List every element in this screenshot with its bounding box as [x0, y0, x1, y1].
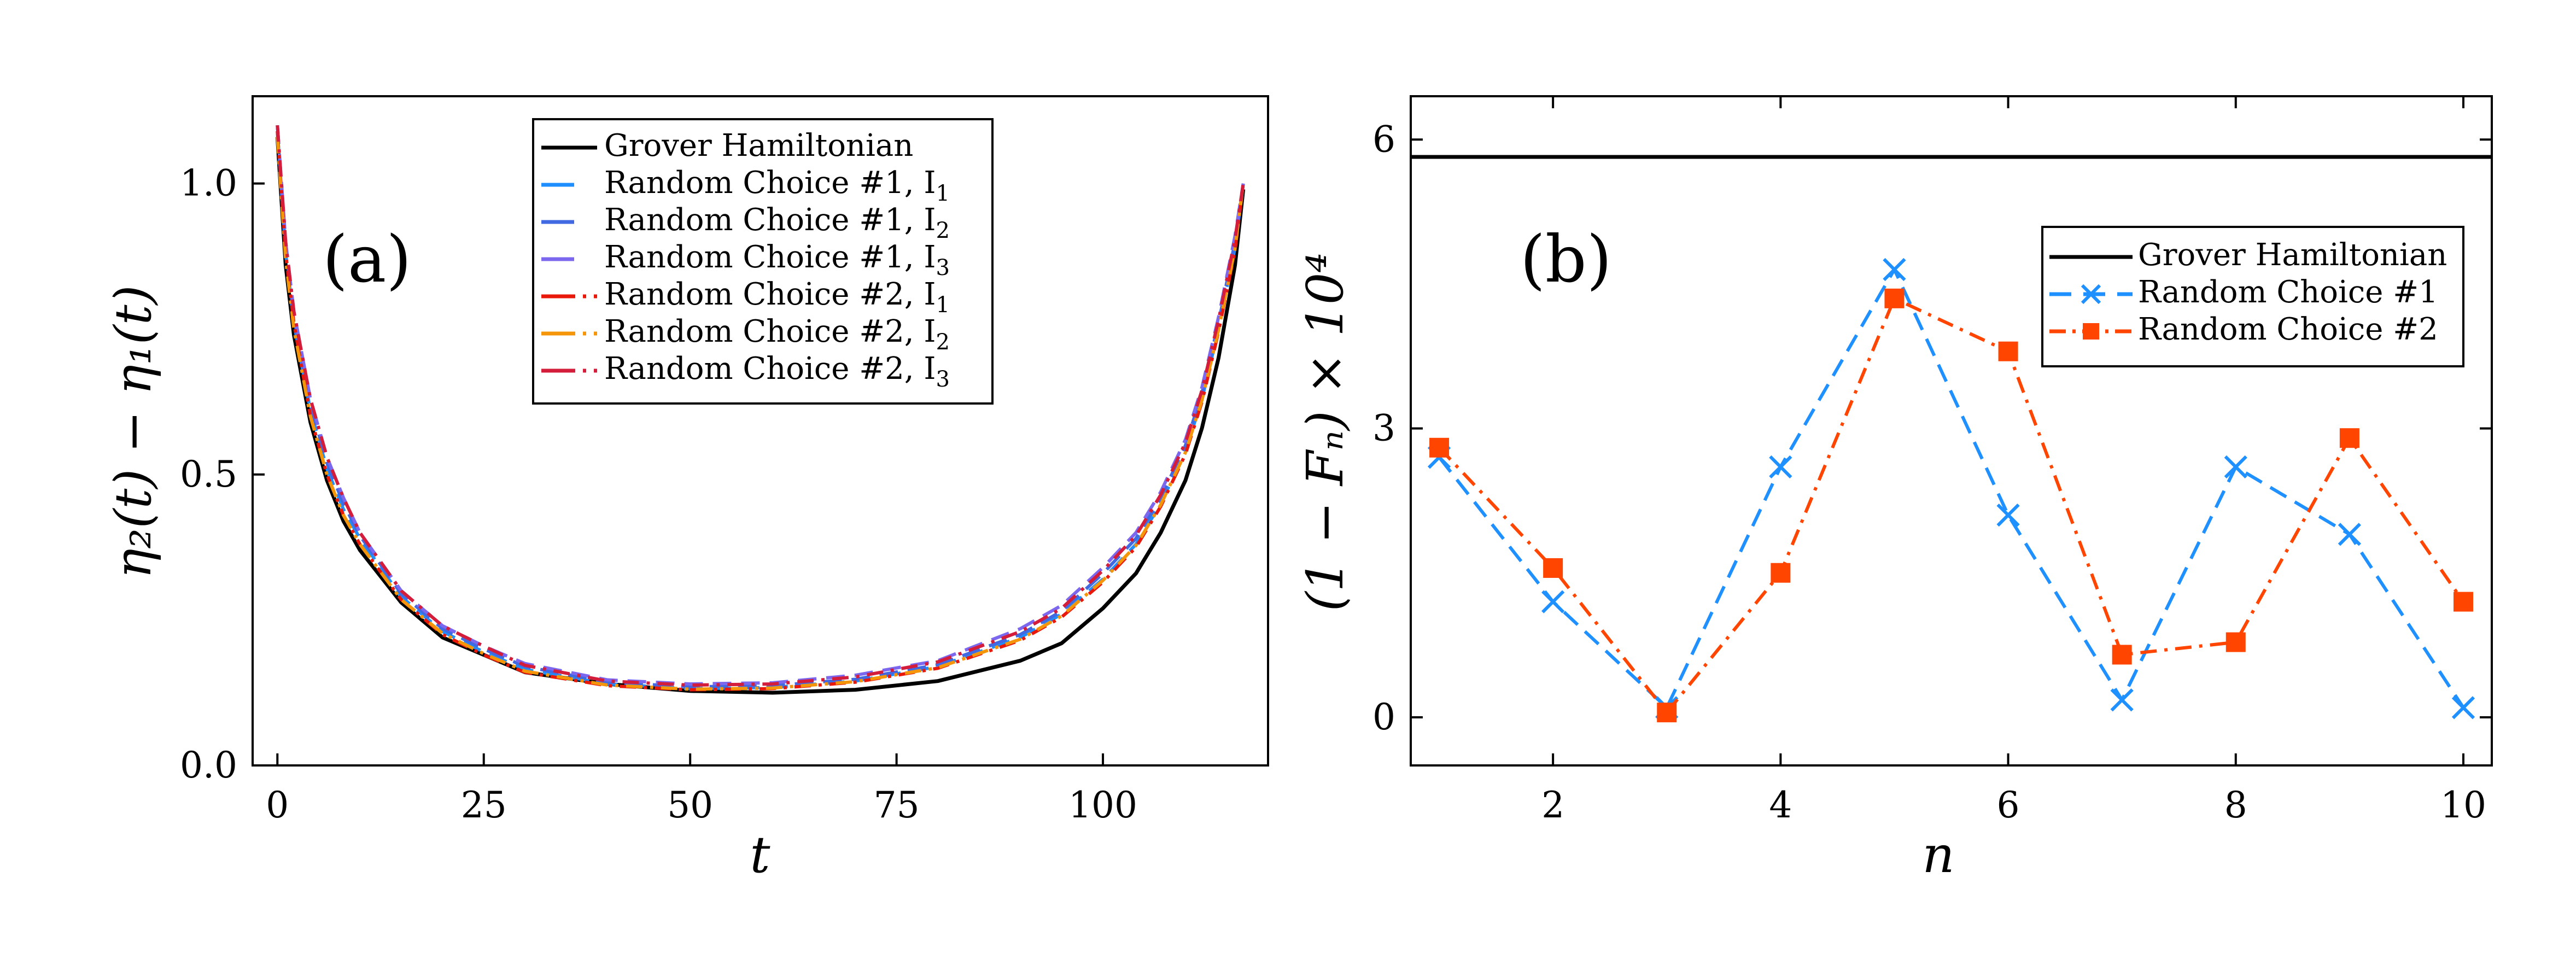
panel-b-series-line-2 — [1438, 296, 2465, 715]
panel-b-frame — [1410, 95, 2493, 767]
panel-b-ylabel: (1 − Fₙ) × 10⁴ — [1296, 253, 1354, 612]
panel-a-frame — [252, 95, 1269, 767]
panel-a-ytick-label: 0.5 — [180, 453, 237, 495]
panel-a-legend-label: Grover Hamiltonian — [604, 128, 913, 163]
panel-b-xtick-label: 10 — [2440, 784, 2486, 826]
panel-a-legend-text: Random Choice #2, I — [604, 277, 936, 312]
panel-b-xlabel: n — [1922, 826, 1954, 884]
panel-a-legend-subscript: 1 — [936, 181, 949, 206]
panel-a-legend-label: Random Choice #1, I2 — [604, 202, 950, 243]
panel-a-series-line-5 — [276, 137, 1245, 691]
panel-b-legend-label: Random Choice #1 — [2138, 274, 2438, 310]
panel-b-legend-marker — [2081, 284, 2101, 305]
panel-b-xtick-label: 8 — [2224, 784, 2247, 826]
panel-b-series-line-1 — [1438, 268, 2465, 710]
panel-a-series-line-3 — [276, 125, 1245, 686]
panel-a-ylabel: η₂(t) − η₁(t) — [104, 285, 162, 578]
panel-b-ytick-label: 3 — [1372, 407, 1395, 449]
panel-b-marker-square — [2339, 428, 2359, 448]
panel-a-xlabel: t — [750, 826, 771, 884]
panel-b-marker-x — [2224, 455, 2247, 479]
panel-a-legend-text: Grover Hamiltonian — [604, 128, 913, 163]
panel-a-legend-subscript: 3 — [936, 367, 949, 392]
panel-a-legend-subscript: 3 — [936, 255, 949, 280]
panel-b-marker-x — [1541, 590, 1565, 613]
panel-a-legend-subscript: 2 — [936, 218, 949, 243]
panel-b-marker-x — [1883, 258, 1906, 282]
panel-b-ytick-label: 6 — [1372, 118, 1395, 160]
panel-b-marker-square — [1998, 341, 2018, 361]
panel-b-legend-label: Grover Hamiltonian — [2138, 237, 2447, 273]
panel-a-series-line-2 — [276, 125, 1245, 689]
panel-a-legend-label: Random Choice #2, I1 — [604, 277, 950, 318]
panel-b-marker-square — [2453, 592, 2473, 612]
panel-b-xtick-label: 2 — [1541, 784, 1564, 826]
panel-a-legend-text: Random Choice #1, I — [604, 202, 936, 238]
panel-b-marker-x — [2110, 688, 2134, 712]
panel-a-legend-text: Random Choice #2, I — [604, 351, 936, 387]
panel-b-xtick-label: 6 — [1997, 784, 2020, 826]
panel-b-ticks: 2 4 6 8 10 0 3 6 — [1372, 96, 2492, 826]
panel-b-marker-square — [1657, 703, 1677, 723]
panel-a-legend-text: Random Choice #1, I — [604, 165, 936, 201]
panel-a-xtick-label: 50 — [667, 784, 713, 826]
panel-b-marker-square — [2225, 632, 2246, 652]
panel-a-legend-text: Random Choice #1, I — [604, 239, 936, 275]
panel-b-marker-x — [1996, 503, 2020, 527]
panel-a-xtick-label: 75 — [874, 784, 920, 826]
panel-b-label: (b) — [1520, 221, 1612, 297]
panel-a-xtick-label: 100 — [1068, 784, 1137, 826]
panel-a-ytick-label: 0.0 — [180, 744, 237, 786]
panel-a-legend-subscript: 1 — [936, 293, 949, 318]
panel-b-marker-x — [2338, 523, 2361, 546]
panel-b-marker-square — [2112, 645, 2132, 665]
panel-b-marker-square — [1771, 563, 1791, 583]
panel-a-series-line-1 — [276, 131, 1245, 691]
panel-a-legend-box — [532, 118, 994, 405]
panel-b-marker-x — [2451, 696, 2475, 720]
panel-b-legend-label: Random Choice #2 — [2138, 312, 2438, 347]
panel-a-legend-text: Random Choice #2, I — [604, 314, 936, 349]
panel-b-marker-x — [1769, 455, 1792, 479]
panel-a-legend-subscript: 2 — [936, 330, 949, 355]
panel-a-series — [275, 125, 1246, 695]
panel-a-legend-label: Random Choice #2, I2 — [604, 314, 950, 355]
panel-b-xtick-label: 4 — [1769, 784, 1792, 826]
panel-b-marker-square — [1429, 437, 1450, 458]
panel-b: 2 4 6 8 10 0 3 6 (b) n (1 − Fₙ) × 10⁴ Grover Ha… — [1296, 95, 2493, 884]
panel-a-legend-label: Random Choice #1, I1 — [604, 165, 950, 206]
panel-b-series — [1411, 155, 2492, 723]
panel-b-marker-square — [1884, 288, 1905, 308]
panel-a-ticks: 0 25 50 75 100 0.0 0.5 1.0 — [180, 162, 1137, 826]
panel-b-legend-box — [2041, 226, 2464, 367]
panel-a-ytick-label: 1.0 — [180, 162, 237, 204]
panel-a-series-line-0 — [275, 137, 1246, 695]
panel-b-ytick-label: 0 — [1372, 696, 1395, 738]
panel-b-marker-square — [1543, 558, 1563, 578]
panel-a-xtick-label: 25 — [461, 784, 507, 826]
panel-a-legend-label: Random Choice #1, I3 — [604, 239, 950, 280]
panel-a-xtick-label: 0 — [266, 784, 289, 826]
panel-a-series-line-6 — [276, 125, 1245, 687]
panel-a-label: (a) — [323, 221, 411, 297]
panel-b-legend-marker — [2083, 323, 2099, 340]
panel-a-legend-label: Random Choice #2, I3 — [604, 351, 950, 392]
